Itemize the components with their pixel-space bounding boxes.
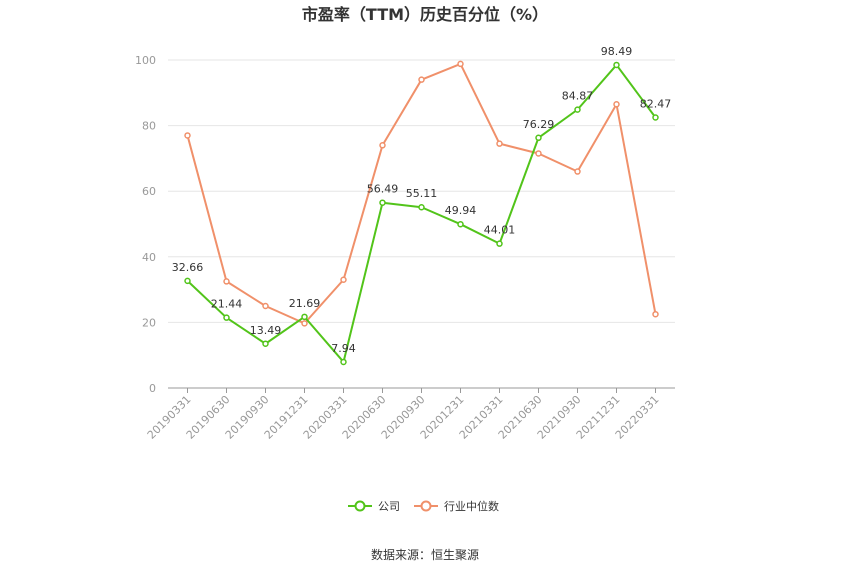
data-label: 32.66 <box>172 261 204 274</box>
data-label: 84.87 <box>562 90 594 103</box>
data-point[interactable] <box>379 199 386 206</box>
data-point[interactable] <box>184 277 191 285</box>
data-point[interactable] <box>574 168 581 175</box>
data-point[interactable] <box>262 302 269 310</box>
legend-item-0[interactable]: 公司 <box>348 500 400 513</box>
data-point[interactable] <box>379 142 386 149</box>
y-axis: 0 20 40 60 80 100 <box>135 54 156 395</box>
data-label: 55.11 <box>406 187 438 200</box>
data-label: 21.69 <box>289 297 321 310</box>
data-point[interactable] <box>223 314 230 321</box>
data-label: 98.49 <box>601 45 633 58</box>
y-tick-label: 100 <box>135 54 156 67</box>
y-tick-label: 60 <box>142 185 156 198</box>
data-label: 7.94 <box>331 342 356 355</box>
data-point[interactable] <box>301 313 308 321</box>
data-label: 76.29 <box>523 118 555 131</box>
legend-item-1[interactable]: 行业中位数 <box>414 499 499 513</box>
source-note: 数据来源：恒生聚源 <box>371 547 479 562</box>
data-point[interactable] <box>262 340 269 348</box>
legend-label: 行业中位数 <box>444 499 499 513</box>
data-label: 56.49 <box>367 183 399 196</box>
y-tick-label: 40 <box>142 251 156 264</box>
data-point[interactable] <box>184 132 191 139</box>
data-point[interactable] <box>496 240 503 247</box>
legend-marker <box>354 500 366 512</box>
chart-title: 市盈率（TTM）历史百分位（%） <box>302 5 548 24</box>
data-label: 49.94 <box>445 204 477 217</box>
data-label: 82.47 <box>640 97 672 110</box>
data-point[interactable] <box>418 76 425 83</box>
data-point[interactable] <box>613 61 620 69</box>
y-tick-label: 20 <box>142 316 156 329</box>
y-tick-label: 0 <box>149 382 156 395</box>
series-layer <box>184 60 659 366</box>
y-tick-label: 80 <box>142 120 156 133</box>
data-point[interactable] <box>652 310 659 318</box>
data-point[interactable] <box>535 134 542 142</box>
data-label: 21.44 <box>211 298 243 311</box>
data-point[interactable] <box>418 203 425 211</box>
data-label: 13.49 <box>250 324 282 337</box>
legend[interactable]: 公司 行业中位数 <box>348 499 499 513</box>
data-point[interactable] <box>340 276 347 284</box>
data-point[interactable] <box>457 60 464 68</box>
data-point[interactable] <box>613 101 620 108</box>
data-point[interactable] <box>652 114 659 121</box>
data-point[interactable] <box>457 220 464 228</box>
data-point[interactable] <box>340 358 347 366</box>
data-point[interactable] <box>535 150 542 157</box>
data-point[interactable] <box>301 320 308 327</box>
data-label: 44.01 <box>484 224 516 237</box>
legend-marker <box>420 500 432 512</box>
x-axis: 2019033120190630201909302019123120200331… <box>145 387 675 442</box>
data-point[interactable] <box>496 140 503 147</box>
data-point[interactable] <box>574 106 581 113</box>
grid <box>168 59 675 323</box>
data-labels: 32.66 21.44 13.49 21.69 7.94 56.49 55.11 49.94 4… <box>172 45 672 355</box>
data-point[interactable] <box>223 278 230 285</box>
series-line-0 <box>186 63 657 363</box>
legend-label: 公司 <box>378 500 400 513</box>
